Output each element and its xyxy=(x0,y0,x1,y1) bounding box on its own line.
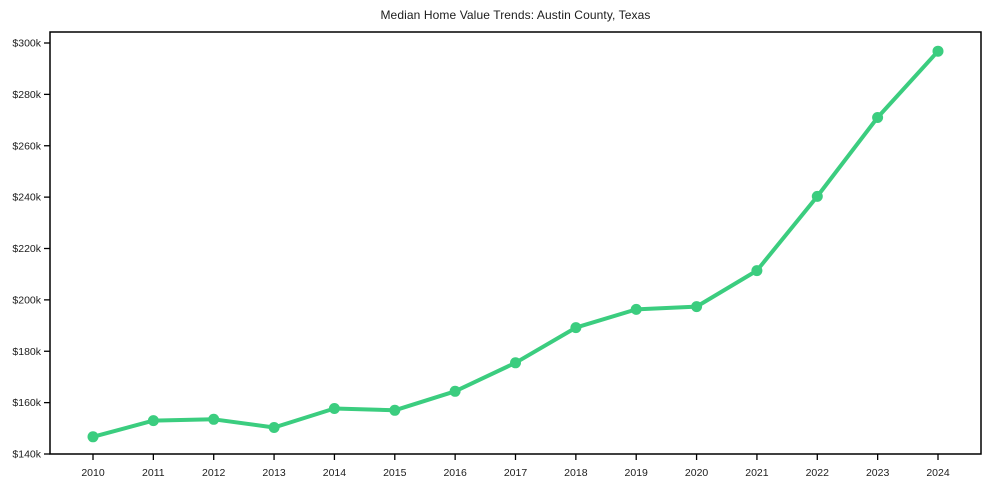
x-tick-label: 2018 xyxy=(564,467,588,479)
plot-border xyxy=(49,31,982,455)
data-point-marker xyxy=(691,301,703,313)
x-tick-label: 2015 xyxy=(383,467,407,479)
x-tick-label: 2022 xyxy=(806,467,830,479)
x-tick-label: 2012 xyxy=(202,467,226,479)
y-tick-label: $160k xyxy=(12,397,41,409)
x-tick-label: 2010 xyxy=(81,467,105,479)
x-tick-label: 2016 xyxy=(443,467,467,479)
x-tick-label: 2013 xyxy=(262,467,286,479)
y-tick-label: $260k xyxy=(12,140,41,152)
x-tick-label: 2014 xyxy=(323,467,347,479)
trend-line xyxy=(91,49,940,439)
x-tick-label: 2021 xyxy=(745,467,769,479)
y-tick-label: $180k xyxy=(12,346,41,358)
data-point-marker xyxy=(449,385,461,397)
x-tick-label: 2019 xyxy=(625,467,649,479)
x-tick-label: 2023 xyxy=(866,467,890,479)
x-tick-label: 2024 xyxy=(926,467,950,479)
data-point-marker xyxy=(147,415,159,427)
data-point-marker xyxy=(570,322,582,334)
x-tick-label: 2017 xyxy=(504,467,528,479)
y-tick-label: $140k xyxy=(12,449,41,461)
data-point-marker xyxy=(87,431,99,443)
x-tick-label: 2020 xyxy=(685,467,709,479)
chart-title: Median Home Value Trends: Austin County,… xyxy=(380,8,651,22)
data-point-marker xyxy=(208,413,220,425)
data-point-marker xyxy=(510,357,521,369)
data-point-marker xyxy=(389,404,401,416)
y-tick-label: $300k xyxy=(12,38,41,50)
y-tick-label: $240k xyxy=(12,192,41,204)
data-point-marker xyxy=(811,190,823,202)
data-point-marker xyxy=(932,45,944,57)
data-point-marker xyxy=(872,112,884,123)
data-point-marker xyxy=(328,403,340,414)
data-point-marker xyxy=(630,303,642,315)
x-tick-label: 2011 xyxy=(142,467,165,479)
y-tick-label: $280k xyxy=(12,89,41,101)
y-tick-label: $200k xyxy=(12,294,41,306)
y-tick-label: $220k xyxy=(12,243,41,255)
data-point-marker xyxy=(268,422,280,433)
data-point-marker xyxy=(751,265,763,277)
